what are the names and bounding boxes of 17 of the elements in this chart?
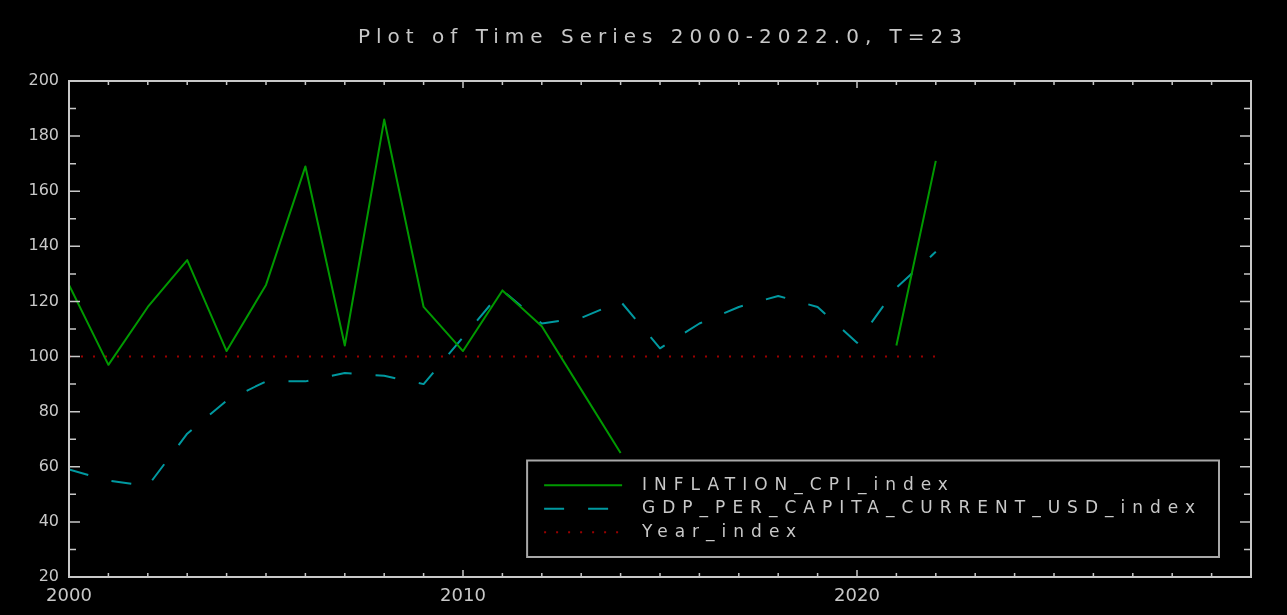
y-tick-label: 120 bbox=[28, 290, 59, 310]
x-tick-label: 2010 bbox=[440, 584, 486, 606]
x-tick-label: 2020 bbox=[834, 584, 880, 606]
y-tick-label: 60 bbox=[38, 455, 59, 475]
y-tick-label: 40 bbox=[38, 511, 59, 531]
y-tick-label: 140 bbox=[28, 235, 59, 255]
chart-title: Plot of Time Series 2000-2022.0, T=23 bbox=[357, 24, 969, 49]
legend-label: GDP_PER_CAPITA_CURRENT_USD_index bbox=[642, 497, 1203, 519]
legend-label: INFLATION_CPI_index bbox=[642, 473, 955, 495]
y-tick-label: 20 bbox=[38, 566, 59, 586]
x-tick-label: 2000 bbox=[46, 584, 92, 606]
y-tick-label: 200 bbox=[28, 70, 59, 90]
y-tick-label: 180 bbox=[28, 125, 59, 145]
y-tick-label: 100 bbox=[28, 345, 59, 365]
y-tick-label: 80 bbox=[38, 400, 59, 420]
legend-label: Year_index bbox=[641, 520, 804, 542]
y-tick-label: 160 bbox=[28, 180, 59, 200]
